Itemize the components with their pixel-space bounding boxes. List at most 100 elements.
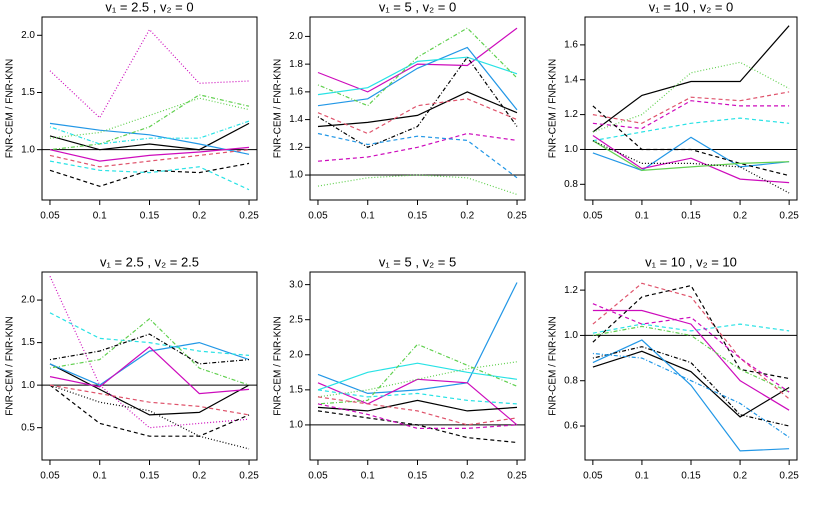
series-line xyxy=(592,346,790,427)
plot-frame xyxy=(309,271,526,461)
series-line xyxy=(592,303,790,393)
panel-title: v₁ = 2.5 , v₂ = 0 xyxy=(105,0,193,14)
series-line xyxy=(317,396,518,426)
series-line xyxy=(49,341,250,386)
series-line xyxy=(49,97,250,139)
series-line xyxy=(49,384,250,437)
x-tick-label: 0.05 xyxy=(40,211,60,222)
x-tick-label: 0.2 xyxy=(460,211,474,222)
series-line xyxy=(592,100,790,130)
series-line xyxy=(49,162,250,187)
y-tick-label: 1.0 xyxy=(21,144,35,155)
plot-frame xyxy=(309,16,526,201)
series-line xyxy=(592,282,790,400)
series-line xyxy=(592,140,790,172)
x-tick-label: 0.25 xyxy=(779,211,799,222)
x-tick-label: 0.2 xyxy=(460,471,474,482)
x-tick-label: 0.25 xyxy=(239,211,259,222)
series-line xyxy=(49,317,250,386)
y-tick-label: 2.0 xyxy=(21,30,35,41)
x-tick-label: 0.15 xyxy=(408,211,428,222)
series-line xyxy=(592,323,790,334)
x-tick-label: 0.15 xyxy=(681,211,701,222)
x-tick-label: 0.1 xyxy=(635,471,649,482)
series-line xyxy=(592,350,790,418)
x-tick-label: 0.1 xyxy=(361,211,375,222)
series-line xyxy=(317,174,518,196)
series-line xyxy=(49,160,250,191)
y-tick-label: 1.2 xyxy=(564,285,578,296)
x-tick-label: 0.25 xyxy=(779,471,799,482)
series-line xyxy=(592,25,790,133)
plot-frame xyxy=(584,271,798,461)
x-tick-label: 0.15 xyxy=(408,471,428,482)
series-line xyxy=(592,136,790,172)
series-line xyxy=(49,384,250,450)
series-line xyxy=(49,28,250,119)
x-tick-label: 0.2 xyxy=(192,471,206,482)
x-tick-label: 0.1 xyxy=(361,471,375,482)
panel-title: v₁ = 5 , v₂ = 5 xyxy=(379,254,456,269)
x-tick-label: 0.05 xyxy=(583,211,603,222)
series-line xyxy=(49,312,250,356)
x-tick-label: 0.25 xyxy=(507,211,527,222)
series-line xyxy=(317,362,518,391)
plot-frame xyxy=(584,16,798,201)
series-line xyxy=(49,146,250,162)
y-tick-label: 2.0 xyxy=(21,295,35,306)
series-line xyxy=(317,56,518,148)
x-tick-label: 0.25 xyxy=(507,471,527,482)
y-tick-label: 1.5 xyxy=(21,337,35,348)
y-tick-label: 1.6 xyxy=(289,87,303,98)
series-line xyxy=(317,98,518,135)
series-line xyxy=(317,403,518,429)
x-tick-label: 0.2 xyxy=(733,211,747,222)
x-tick-label: 0.05 xyxy=(40,471,60,482)
series-line xyxy=(592,339,790,452)
series-line xyxy=(49,122,250,151)
series-line xyxy=(49,122,250,155)
y-tick-label: 1.6 xyxy=(564,40,578,51)
series-line xyxy=(49,94,250,151)
x-tick-label: 0.1 xyxy=(635,211,649,222)
series-line xyxy=(317,27,518,93)
y-axis-label: FNR-CEM / FNR-KNN xyxy=(273,316,284,415)
panel-title: v₁ = 5 , v₂ = 0 xyxy=(379,0,456,14)
series-line xyxy=(317,410,518,444)
series-line xyxy=(592,117,790,142)
panel-title: v₁ = 10 , v₂ = 10 xyxy=(645,254,737,269)
series-line xyxy=(49,149,250,168)
y-tick-label: 2.0 xyxy=(289,349,303,360)
series-line xyxy=(317,389,518,405)
x-tick-label: 0.15 xyxy=(681,471,701,482)
series-line xyxy=(592,140,790,194)
x-tick-label: 0.05 xyxy=(308,471,328,482)
series-line xyxy=(592,105,790,177)
x-tick-label: 0.1 xyxy=(93,211,107,222)
series-line xyxy=(317,46,518,111)
y-tick-label: 1.0 xyxy=(564,330,578,341)
panel-title: v₁ = 10 , v₂ = 0 xyxy=(649,0,734,14)
x-tick-label: 0.15 xyxy=(140,471,160,482)
y-tick-label: 1.2 xyxy=(564,109,578,120)
series-line xyxy=(49,276,250,429)
y-tick-label: 0.8 xyxy=(564,179,578,190)
series-line xyxy=(592,135,790,184)
panel-title: v₁ = 2.5 , v₂ = 2.5 xyxy=(100,254,199,269)
series-line xyxy=(317,378,518,426)
y-tick-label: 1.0 xyxy=(21,380,35,391)
y-tick-label: 1.0 xyxy=(289,170,303,181)
x-tick-label: 0.25 xyxy=(239,471,259,482)
series-line xyxy=(49,384,250,416)
y-tick-label: 1.2 xyxy=(289,142,303,153)
series-line xyxy=(592,325,790,393)
y-tick-label: 0.8 xyxy=(564,375,578,386)
series-line xyxy=(49,120,250,145)
series-line xyxy=(317,343,518,405)
y-tick-label: 3.0 xyxy=(289,279,303,290)
series-line xyxy=(49,333,250,365)
series-line xyxy=(317,361,518,398)
y-axis-label: FNR-CEM / FNR-KNN xyxy=(5,316,16,415)
series-line xyxy=(49,363,250,416)
